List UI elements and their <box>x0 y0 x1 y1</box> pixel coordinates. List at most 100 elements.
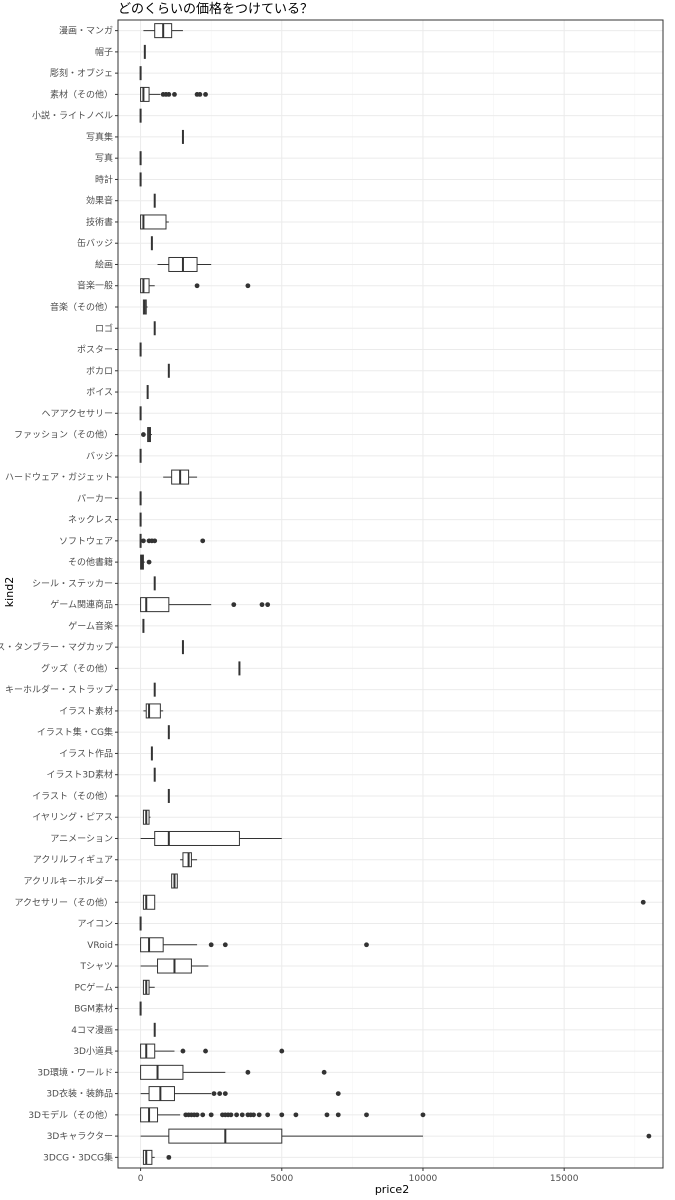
y-tick-label: ボイス <box>86 387 113 398</box>
y-tick-label: ゲーム音楽 <box>68 620 113 632</box>
y-tick-label: 3D小道具 <box>73 1045 113 1057</box>
y-tick-label: アクセサリー（その他） <box>14 896 113 908</box>
y-tick-label: ロゴ <box>95 322 113 334</box>
y-tick-label: 彫刻・オブジェ <box>50 67 113 79</box>
y-tick-label: ポスター <box>77 345 113 356</box>
y-tick-label: イラスト（その他） <box>32 790 113 802</box>
y-tick-label: 時計 <box>95 173 113 185</box>
y-tick-label: 3Dモデル（その他） <box>28 1109 113 1121</box>
y-tick-label: イヤリング・ピアス <box>32 811 113 823</box>
y-tick-label: その他書籍 <box>68 556 113 568</box>
panel-background <box>118 20 663 1168</box>
y-tick-label: アイコン <box>77 920 113 930</box>
y-tick-label: 写真 <box>95 152 113 164</box>
y-tick-label: 3D環境・ワールド <box>37 1066 113 1078</box>
y-tick-label: グラス・タンブラー・マグカップ <box>0 641 113 653</box>
y-tick-label: アニメーション <box>50 834 113 844</box>
x-tick-label: 5000 <box>270 1174 293 1184</box>
outlier-point <box>166 92 172 97</box>
y-tick-label: イラスト集・CG集 <box>37 726 113 738</box>
y-tick-label: 技術書 <box>86 216 113 228</box>
outlier-point <box>222 942 228 948</box>
outlier-point <box>265 602 271 608</box>
outlier-point <box>141 432 146 437</box>
outlier-point <box>203 92 208 97</box>
y-tick-label: 帽子 <box>95 46 113 58</box>
y-tick-label: 缶バッジ <box>77 237 113 249</box>
y-tick-label: ハードウェア・ガジェット <box>5 472 113 483</box>
y-tick-label: ヘアアクセサリー <box>41 408 113 419</box>
outlier-point <box>194 1112 200 1118</box>
y-tick-label: イラスト3D素材 <box>47 769 113 781</box>
y-tick-label: PCゲーム <box>75 981 113 993</box>
y-tick-label: ファッション（その他） <box>14 429 113 441</box>
y-tick-label: アクリルキーホルダー <box>23 875 113 887</box>
outlier-point <box>231 602 237 608</box>
outlier-point <box>203 1048 208 1054</box>
outlier-point <box>234 1112 240 1118</box>
outlier-point <box>194 283 200 289</box>
box <box>140 1043 156 1059</box>
chart-title: どのくらいの価格をつけている？ <box>118 1 313 17</box>
box <box>140 597 170 613</box>
outlier-point <box>239 1112 245 1118</box>
y-tick-label: Tシャツ <box>80 962 114 972</box>
outlier-point <box>256 1112 262 1118</box>
y-tick-label: 音楽（その他） <box>50 301 113 313</box>
outlier-point <box>166 1154 172 1160</box>
outlier-point <box>208 1112 214 1118</box>
y-tick-label: 4コマ漫画 <box>71 1024 113 1036</box>
outlier-point <box>293 1112 299 1118</box>
y-tick-label: パーカー <box>77 493 113 504</box>
y-axis-title: kind2 <box>3 577 16 607</box>
y-tick-label: ボカロ <box>86 366 113 377</box>
y-tick-label: 3D衣装・装飾品 <box>46 1088 113 1100</box>
outlier-point <box>364 1112 369 1118</box>
y-tick-label: バッジ <box>86 451 113 462</box>
y-tick-label: VRoid <box>87 941 113 951</box>
outlier-point <box>180 1048 186 1054</box>
y-tick-label: 効果音 <box>86 195 113 207</box>
outlier-point <box>146 559 152 565</box>
box <box>140 1064 184 1080</box>
outlier-point <box>646 1133 652 1139</box>
outlier-point <box>141 538 146 544</box>
box <box>140 278 150 294</box>
outlier-point <box>245 283 251 289</box>
y-tick-label: 3DCG・3DCG集 <box>43 1151 113 1163</box>
y-tick-label: 絵画 <box>95 258 113 270</box>
outlier-point <box>211 1091 217 1096</box>
outlier-point <box>364 942 369 948</box>
y-tick-label: キーホルダー・ストラップ <box>5 684 113 696</box>
outlier-point <box>228 1112 234 1118</box>
box <box>142 1149 153 1165</box>
outlier-point <box>279 1112 285 1118</box>
outlier-point <box>420 1112 426 1118</box>
y-tick-label: ゲーム関連商品 <box>50 599 113 611</box>
outlier-point <box>265 1112 271 1118</box>
outlier-point <box>251 1112 256 1118</box>
box <box>148 1086 175 1102</box>
outlier-point <box>245 1069 251 1075</box>
y-tick-label: シール・ステッカー <box>32 578 113 589</box>
y-tick-label: アクリルフィギュア <box>33 855 113 866</box>
box <box>154 830 240 846</box>
outlier-point <box>222 1091 228 1096</box>
y-tick-label: イラスト素材 <box>59 705 113 717</box>
box <box>142 894 156 910</box>
y-tick-label: 漫画・マンガ <box>59 25 113 37</box>
y-tick-label: 音楽一般 <box>77 280 113 292</box>
outlier-point <box>200 1112 206 1118</box>
box <box>182 852 192 868</box>
y-tick-label: 写真集 <box>86 131 113 143</box>
y-tick-label: 3Dキャラクター <box>47 1131 113 1142</box>
outlier-point <box>640 899 646 905</box>
outlier-point <box>200 538 206 544</box>
box <box>140 86 150 102</box>
y-tick-label: 素材（その他） <box>50 88 113 100</box>
outlier-point <box>324 1112 330 1118</box>
y-tick-label: ソフトウェア <box>59 536 113 547</box>
x-tick-label: 15000 <box>550 1174 579 1184</box>
outlier-point <box>208 942 214 948</box>
